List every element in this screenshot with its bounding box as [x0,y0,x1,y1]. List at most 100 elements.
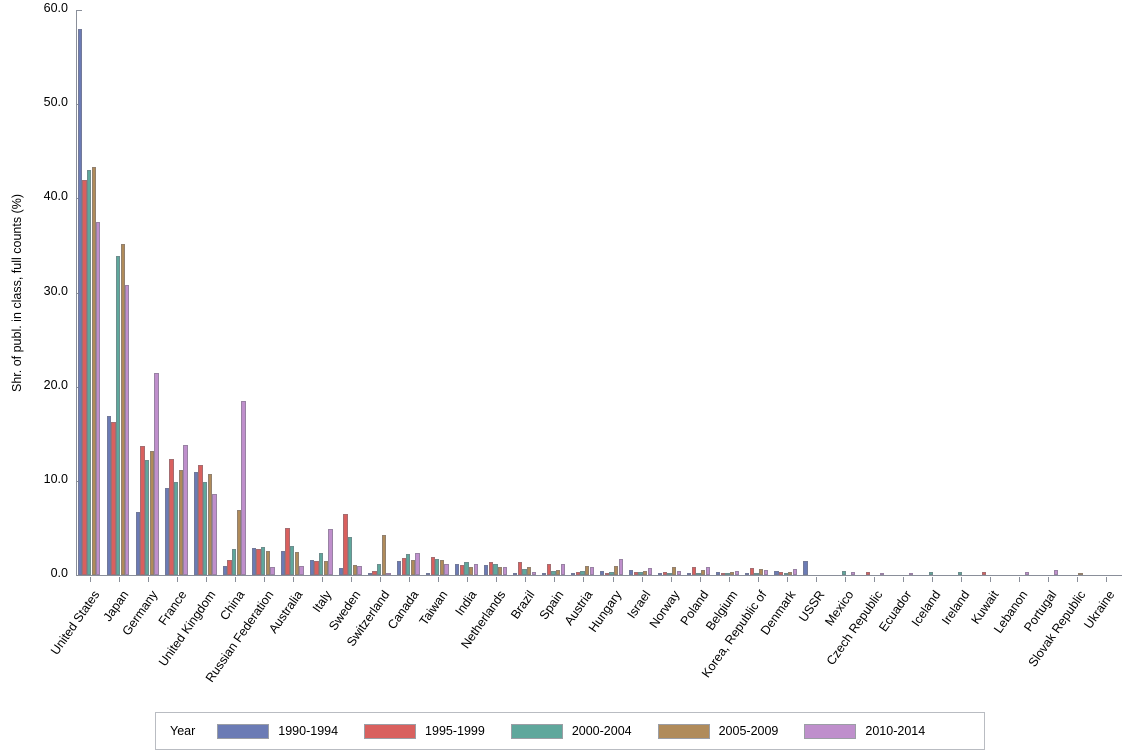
bar [222,565,227,575]
bar-group [338,10,367,575]
bar [1078,572,1083,575]
y-axis-tick-label: 10.0 [43,471,68,486]
x-axis-tick-mark [1105,577,1107,582]
x-axis-tick-mark [206,577,208,582]
bar [425,572,431,575]
bar [459,564,464,575]
bar [454,563,460,575]
bar-group [658,10,687,575]
bar [86,170,92,575]
x-axis-tick-mark [612,577,614,582]
bar [730,572,735,575]
x-axis-tick-mark [960,577,962,582]
bar-group [803,10,832,575]
bar [96,221,101,575]
bar [676,571,681,575]
bar [788,572,793,575]
bar-group [774,10,803,575]
bar-group [251,10,280,575]
x-axis-tick-mark [641,577,643,582]
bar-group [425,10,454,575]
bar [154,373,159,575]
bar [270,567,275,575]
x-axis-tick-mark [554,577,556,582]
bar [468,566,474,575]
x-axis-tick-mark [670,577,672,582]
bar [198,464,203,575]
legend-item[interactable]: 2000-2004 [510,723,632,739]
bar [227,559,232,575]
bar [319,553,324,575]
bar [982,572,987,575]
legend-color-swatch [217,723,270,739]
bar [783,572,788,575]
x-axis-tick-mark [902,577,904,582]
bar [734,571,740,575]
y-axis-tick-mark [77,575,82,576]
x-axis-tick-mark [844,577,846,582]
bar [265,550,270,575]
bar-group [77,10,106,575]
legend-color-swatch [657,723,710,739]
x-axis-tick-mark [728,577,730,582]
bar [658,572,663,575]
x-axis-tick-mark [322,577,324,582]
bar [497,567,503,575]
y-axis-tick-label: 20.0 [43,377,68,392]
legend-color-swatch [364,723,417,739]
bar-group [135,10,164,575]
bar-group [1093,10,1122,575]
legend-item-label: 2010-2014 [865,724,926,738]
bar [193,472,198,575]
bar [256,548,261,575]
bar-group [280,10,309,575]
x-axis-tick-mark [467,577,469,582]
bar [546,563,551,575]
legend-item[interactable]: 2010-2014 [804,723,926,739]
bar [280,550,286,575]
bar-group [512,10,541,575]
bar [803,560,808,575]
bar [551,571,556,575]
bar [202,481,208,575]
bar [367,572,373,575]
legend-item[interactable]: 1990-1994 [217,723,338,739]
bar [1025,572,1030,575]
legend-item[interactable]: 2005-2009 [657,723,778,739]
bar [589,566,594,575]
legend-item-label: 1995-1999 [425,724,485,738]
bar-group [193,10,222,575]
legend-items: 1990-1994 1995-1999 2000-2004 2005-2009 2010… [217,723,951,739]
legend-item[interactable]: 1995-1999 [364,723,485,739]
bar [483,564,489,575]
y-axis-title-text: Shr. of publ. in class, full counts (%) [10,193,24,393]
bar [212,494,217,575]
bar [348,537,353,575]
bar [705,566,711,575]
bar-group [483,10,512,575]
x-axis-tick-mark [409,577,411,582]
bar [754,572,759,575]
bar [328,528,333,575]
bar [662,572,668,575]
bar [294,552,299,575]
bar [716,572,721,575]
x-axis-tick-mark [989,577,991,582]
bar [135,511,140,575]
bar-group [977,10,1006,575]
bar [261,546,266,575]
bar [77,28,82,575]
x-axis-tick-mark [931,577,933,582]
bar [600,571,605,575]
bar [745,572,750,575]
bar [774,571,779,575]
bar-group [948,10,977,575]
bar [488,561,493,575]
bar-group [919,10,948,575]
bar [763,570,769,575]
bar [111,421,116,575]
bar [314,560,319,575]
bar [604,572,609,575]
bar [183,445,188,575]
